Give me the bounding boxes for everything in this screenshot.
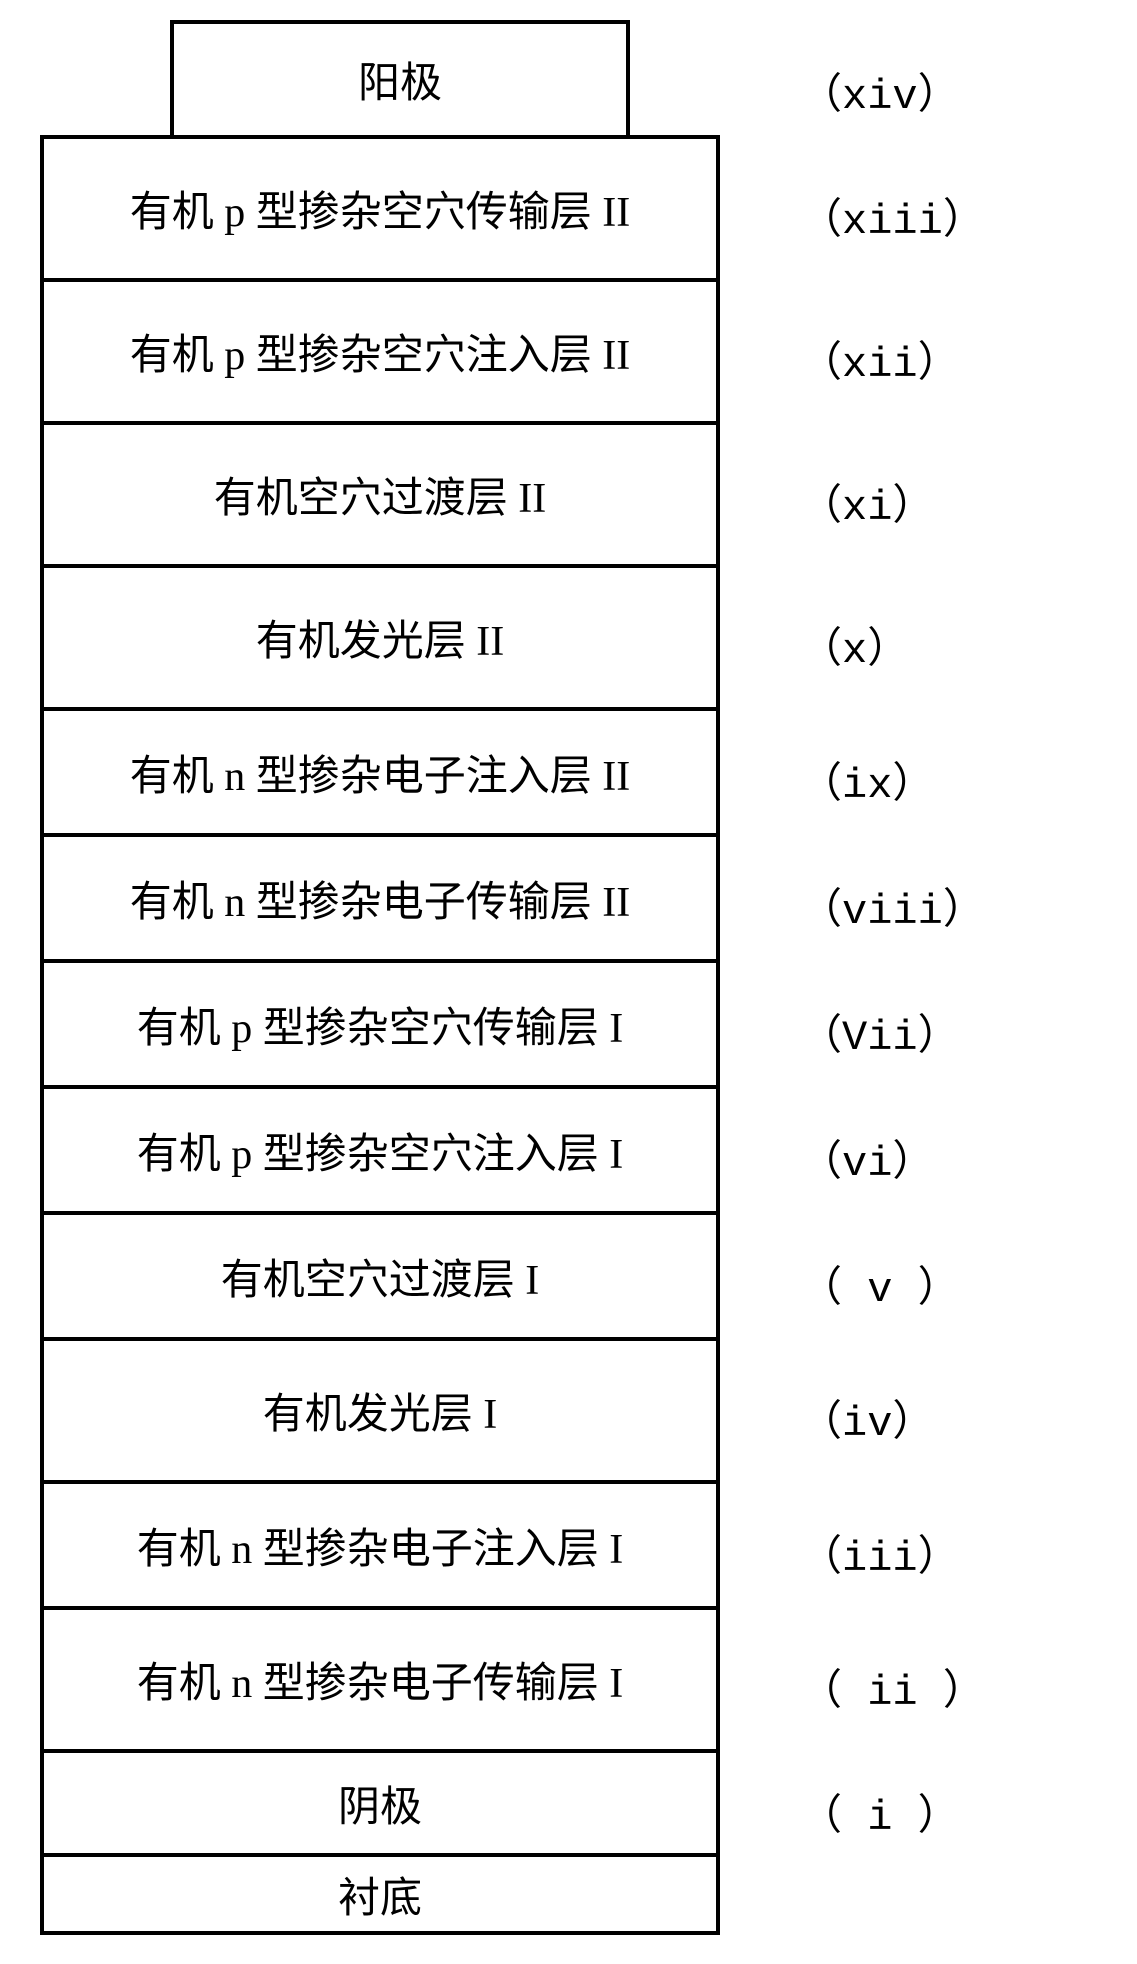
layer-box: 有机 p 型掺杂空穴注入层 I [40,1085,720,1211]
layer-label: （iv） [800,1387,934,1448]
layer-text: 有机空穴过渡层 II [214,464,546,525]
layer-label: （xii） [800,328,960,389]
layer-box: 有机 p 型掺杂空穴传输层 I [40,959,720,1085]
layer-label: （viii） [800,875,985,936]
layer-box: 有机空穴过渡层 II [40,421,720,564]
layer-box: 有机发光层 II [40,564,720,707]
layer-row: 有机 p 型掺杂空穴传输层 II （xiii） [40,135,720,278]
layer-text: 有机 n 型掺杂电子注入层 I [137,1515,624,1576]
layer-text: 有机 n 型掺杂电子注入层 II [130,742,630,803]
layer-row: 有机 n 型掺杂电子传输层 I （ ii ） [40,1606,720,1749]
layer-text: 有机空穴过渡层 I [221,1246,540,1307]
layer-text: 有机发光层 I [263,1380,498,1441]
layer-diagram: 阳极 （xiv） 有机 p 型掺杂空穴传输层 II （xiii） 有机 p 型掺… [20,20,1120,1935]
layer-row: 有机 n 型掺杂电子注入层 II （ix） [40,707,720,833]
layer-row: 有机空穴过渡层 I （ v ） [40,1211,720,1337]
layer-label: （ v ） [800,1253,960,1314]
layer-label: （ i ） [800,1781,960,1842]
layer-label: （iii） [800,1522,960,1583]
anode-row: 阳极 （xiv） [40,20,720,135]
layer-label: （Vii） [800,1001,960,1062]
layer-box: 有机发光层 I [40,1337,720,1480]
layer-text: 有机 p 型掺杂空穴传输层 II [130,178,630,239]
layer-text: 有机 p 型掺杂空穴传输层 I [137,994,624,1055]
layer-row: 有机发光层 I （iv） [40,1337,720,1480]
layer-box: 有机 n 型掺杂电子注入层 II [40,707,720,833]
layer-text: 有机 n 型掺杂电子传输层 I [137,1649,624,1710]
layer-box: 有机 n 型掺杂电子注入层 I [40,1480,720,1606]
layer-row: 有机空穴过渡层 II （xi） [40,421,720,564]
layer-row: 衬底 [40,1853,720,1935]
layer-stack: 阳极 （xiv） 有机 p 型掺杂空穴传输层 II （xiii） 有机 p 型掺… [40,20,720,1935]
layer-label: （xiii） [800,185,985,246]
layer-label: （xi） [800,471,934,532]
layer-row: 有机 p 型掺杂空穴注入层 II （xii） [40,278,720,421]
layer-text: 阴极 [338,1773,422,1834]
anode-text: 阳极 [358,49,442,110]
layer-box: 有机 p 型掺杂空穴注入层 II [40,278,720,421]
layer-box: 有机 n 型掺杂电子传输层 II [40,833,720,959]
layer-row: 有机发光层 II （x） [40,564,720,707]
layer-row: 有机 p 型掺杂空穴传输层 I （Vii） [40,959,720,1085]
layer-label: （ix） [800,749,934,810]
layer-row: 有机 p 型掺杂空穴注入层 I （vi） [40,1085,720,1211]
layer-text: 有机 p 型掺杂空穴注入层 I [137,1120,624,1181]
layer-text: 有机 n 型掺杂电子传输层 II [130,868,630,929]
layer-row: 有机 n 型掺杂电子注入层 I （iii） [40,1480,720,1606]
layer-label: （x） [800,614,909,675]
layer-label: （ ii ） [800,1656,985,1717]
layer-row: 有机 n 型掺杂电子传输层 II （viii） [40,833,720,959]
anode-box: 阳极 [170,20,630,135]
layer-box: 有机空穴过渡层 I [40,1211,720,1337]
layer-box: 有机 n 型掺杂电子传输层 I [40,1606,720,1749]
layer-text: 有机 p 型掺杂空穴注入层 II [130,321,630,382]
layer-box: 衬底 [40,1853,720,1935]
layer-box: 有机 p 型掺杂空穴传输层 II [40,135,720,278]
layer-label: （vi） [800,1127,934,1188]
layer-text: 有机发光层 II [256,607,504,668]
layer-box: 阴极 [40,1749,720,1853]
layer-row: 阴极 （ i ） [40,1749,720,1853]
layer-text: 衬底 [338,1864,422,1925]
anode-label: （xiv） [800,60,960,121]
